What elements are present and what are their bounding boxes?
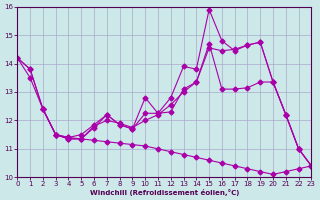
X-axis label: Windchill (Refroidissement éolien,°C): Windchill (Refroidissement éolien,°C) [90,189,239,196]
